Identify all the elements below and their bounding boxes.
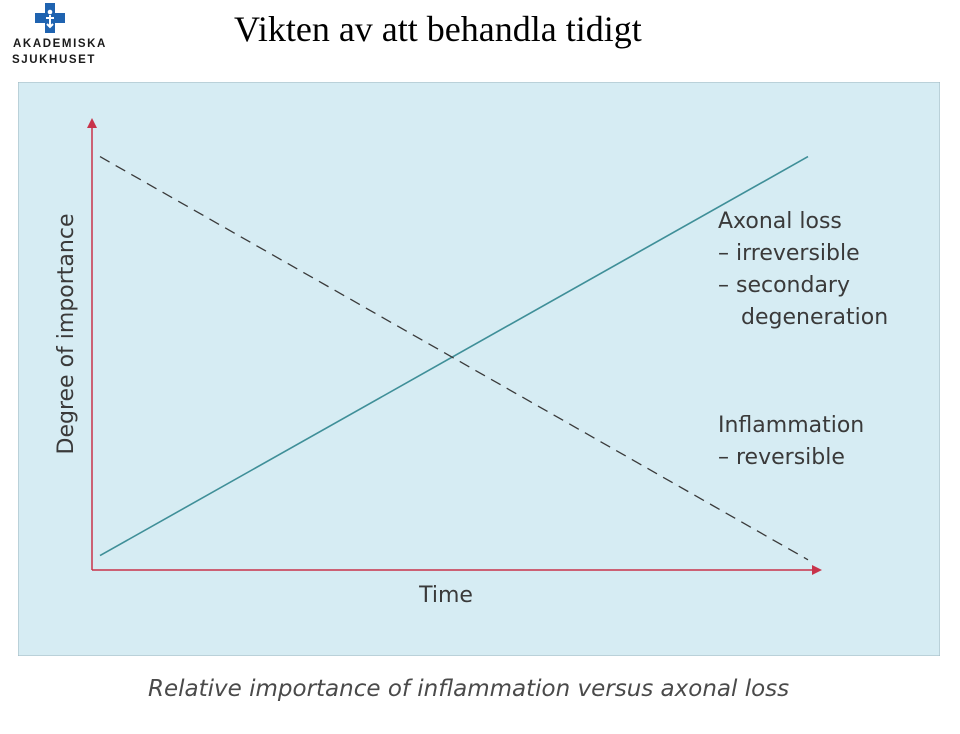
annotation-axonal-line-4: degeneration bbox=[741, 305, 888, 330]
annotation-inflammation: Inflammation – reversible bbox=[718, 413, 871, 470]
logo-text-line2: SJUKHUSET bbox=[11, 54, 97, 66]
annotation-axonal-line-2: – irreversible bbox=[718, 241, 860, 266]
annotation-axonal-loss: Axonal loss – irreversible – secondary d… bbox=[718, 209, 888, 330]
chart-panel: Time Degree of importance Axonal loss – … bbox=[17, 81, 941, 657]
x-axis-label: Time bbox=[418, 583, 473, 608]
annotation-axonal-line-3: – secondary bbox=[718, 273, 850, 298]
figure-caption: Relative importance of inflammation vers… bbox=[148, 676, 790, 702]
line-chart: Time Degree of importance Axonal loss – … bbox=[17, 81, 941, 657]
chart-background bbox=[17, 81, 941, 657]
annotation-inflammation-line-2: – reversible bbox=[718, 445, 845, 470]
hospital-logo: AKADEMISKA SJUKHUSET bbox=[0, 0, 120, 75]
cross-logo-icon bbox=[35, 3, 65, 33]
annotation-inflammation-line-1: Inflammation bbox=[718, 413, 864, 438]
annotation-axonal-line-1: Axonal loss bbox=[718, 209, 842, 234]
y-axis-label: Degree of importance bbox=[54, 214, 79, 455]
page-title: Vikten av att behandla tidigt bbox=[234, 9, 642, 49]
series-line-inflammation bbox=[99, 156, 809, 561]
series-line-axonal-loss bbox=[99, 155, 809, 557]
logo-text-line1: AKADEMISKA bbox=[13, 38, 107, 50]
